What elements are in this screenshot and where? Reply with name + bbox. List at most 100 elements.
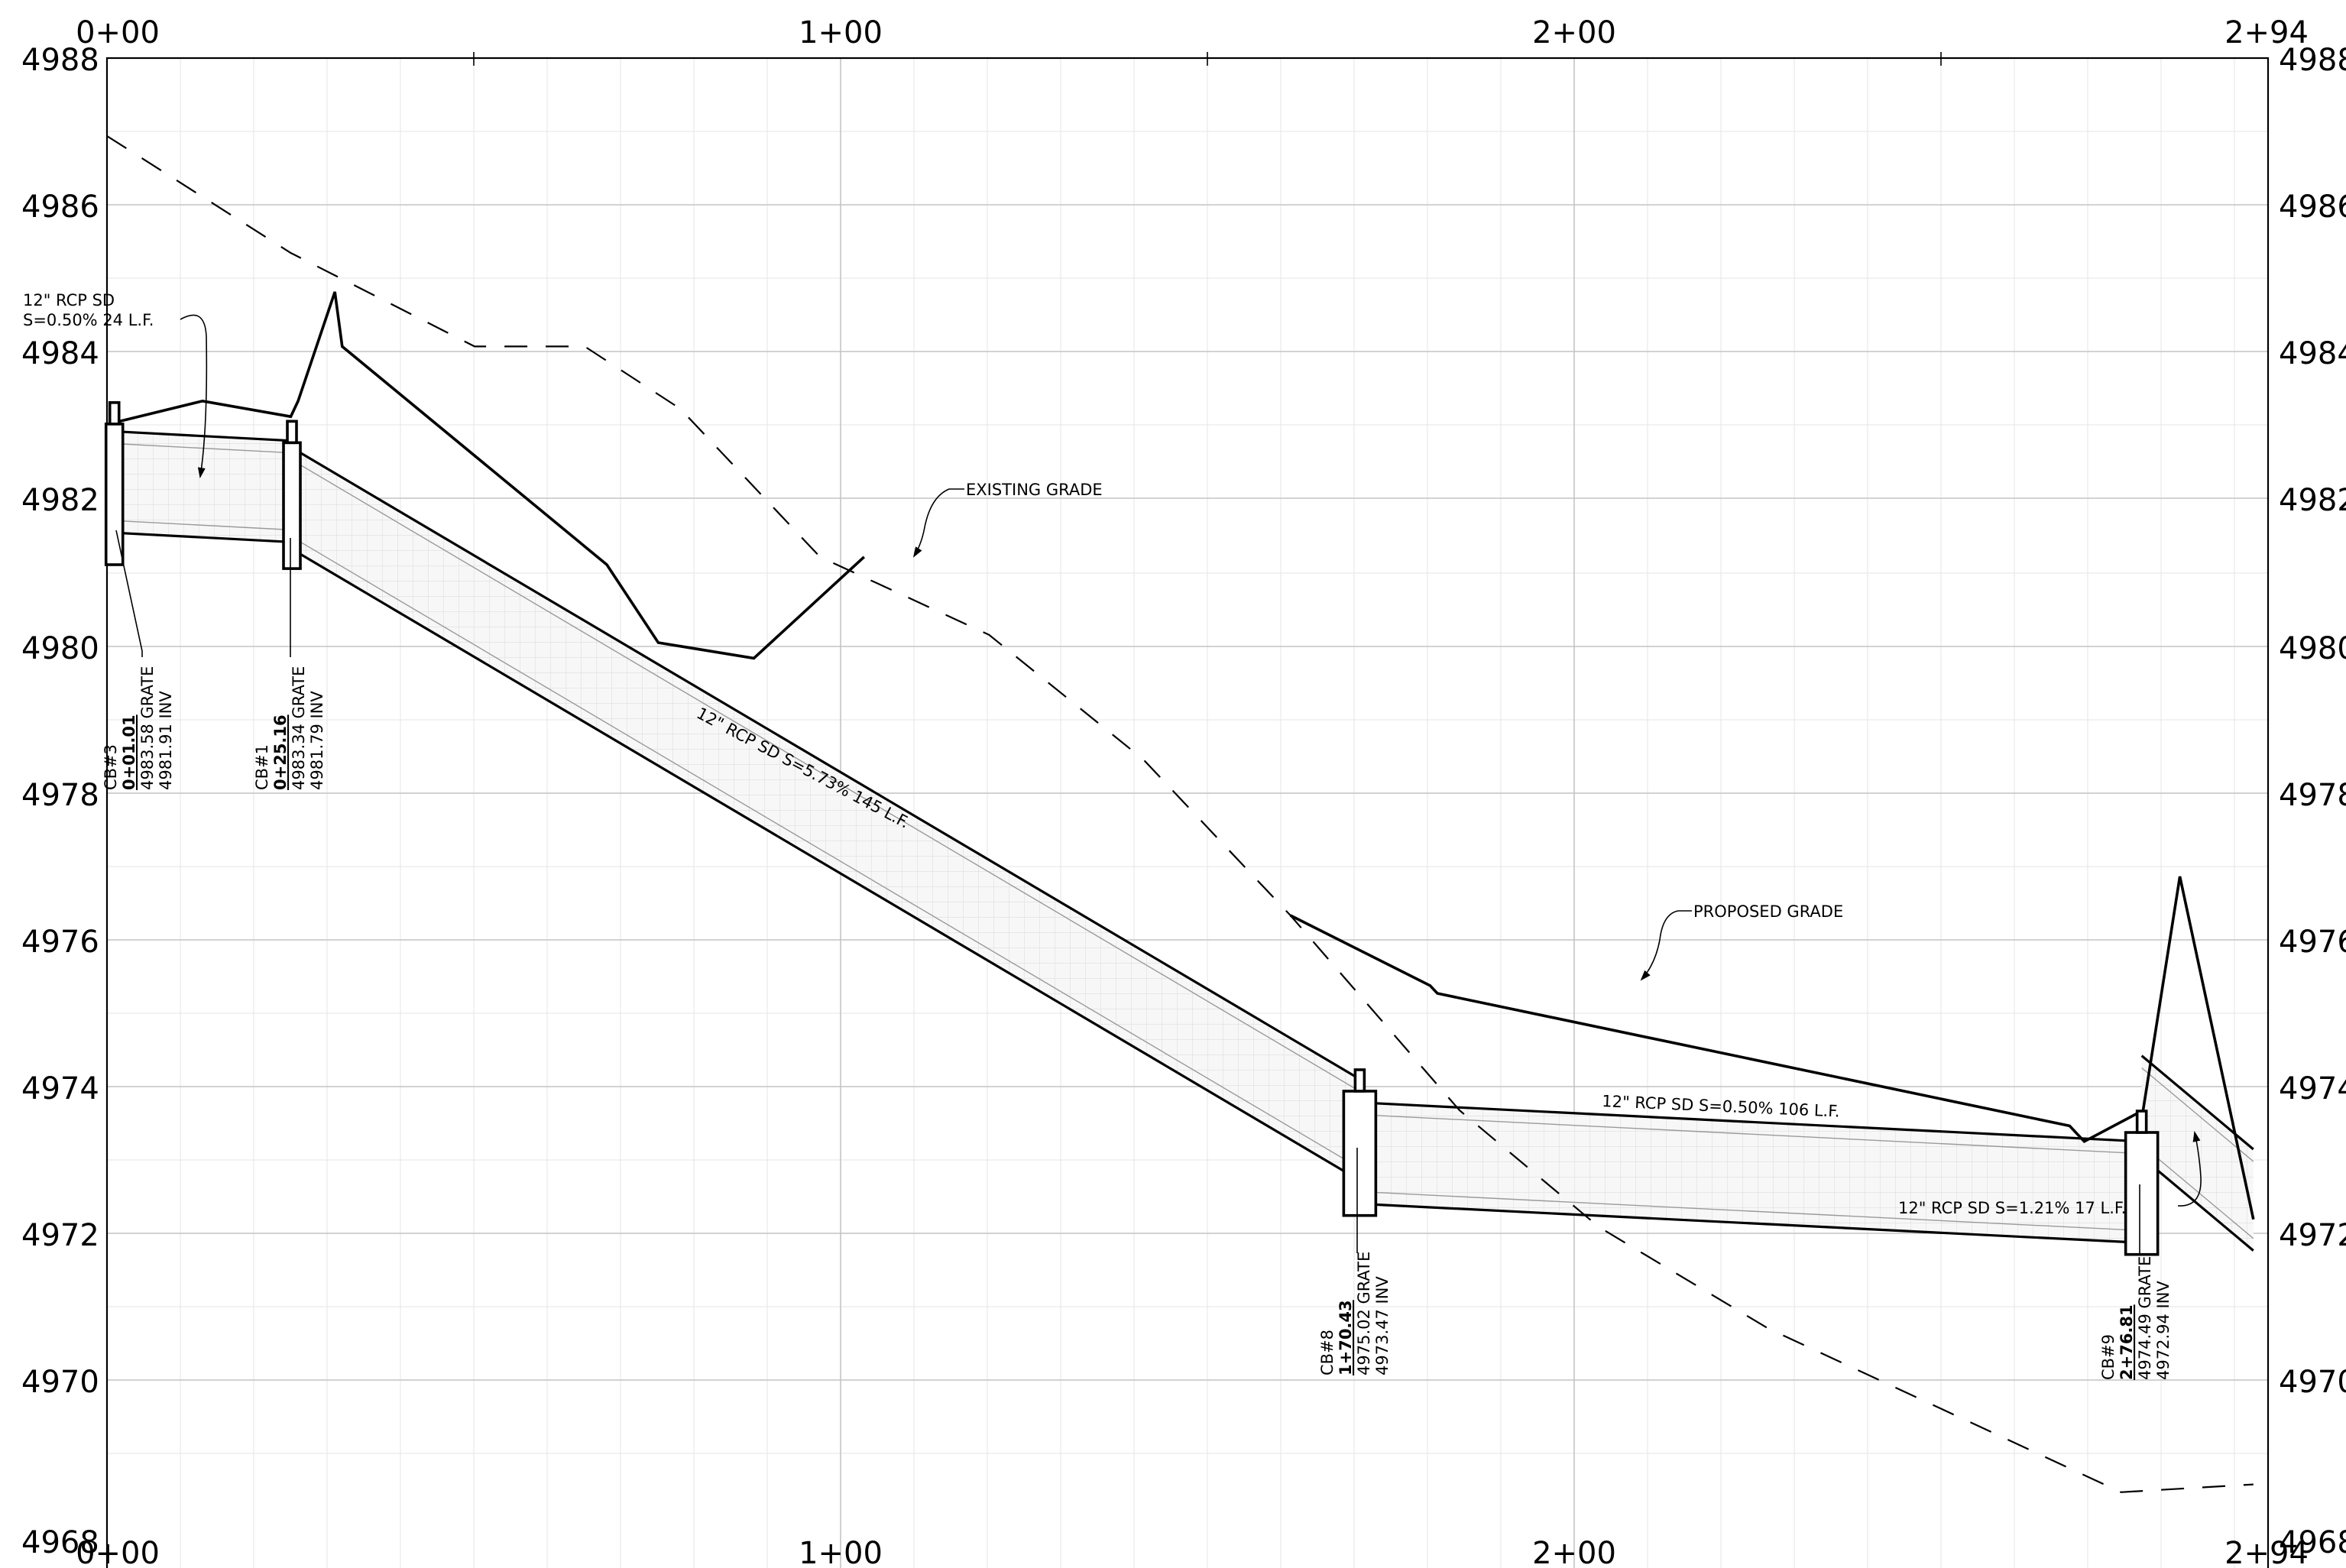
pipe-invert-line [291,548,1361,1182]
structure-label-cb8: CB#8 1+70.43 4975.02 GRATE 4973.47 INV [1318,1252,1392,1375]
proposed-grade-leader [1640,910,1692,981]
catch-basin-grate [2135,1110,2148,1134]
pipe-body [114,431,293,543]
station-label: 1+00 [799,15,883,50]
pipe-inner-wall [2141,1067,2254,1162]
catch-basin-grate [1353,1068,1366,1093]
station-label: 0+00 [76,15,160,50]
elevation-label: 4974 [21,1071,99,1106]
structure-name: CB#1 [253,744,271,790]
structure-station: 0+01.01 [120,714,138,790]
catch-basin-structure [2124,1131,2160,1256]
structure-grate: 4983.58 GRATE [138,666,157,790]
elevation-label: 4968 [21,1525,99,1560]
proposed-grade-label: PROPOSED GRADE [1693,902,1843,921]
pipe-invert-line [114,531,293,544]
structure-invert: 4981.79 INV [308,691,326,790]
proposed-grade-callout: PROPOSED GRADE [1640,902,1843,981]
elevation-label: 4988 [21,43,99,78]
elevation-label: 4980 [21,631,99,666]
pipe-label-line: S=0.50% 24 L.F. [23,311,154,329]
station-label: 2+94 [2224,15,2309,50]
pipe-inner-wall [114,520,293,531]
pipe-inner-wall [291,459,1360,1092]
pipe-label-1: 12" RCP SD S=0.50% 24 L.F. [23,291,208,478]
elevation-label: 4982 [21,483,99,518]
elevation-label: 4972 [2279,1218,2346,1253]
structure-label-cb9: CB#9 2+76.81 4974.49 GRATE 4972.94 INV [2099,1256,2173,1380]
frame-ticks [473,52,1942,66]
catch-basin-structure [282,441,302,570]
pipe-segment [2140,1055,2254,1252]
catch-basin-grate [286,420,298,445]
elevation-label: 4972 [21,1218,99,1253]
pipe-label-line: 12" RCP SD [23,291,115,309]
elevation-label: 4978 [21,778,99,813]
pipe-inner-wall [1359,1114,2142,1155]
profile-frame [105,57,2270,1568]
existing-grade-callout: EXISTING GRADE [912,481,1103,558]
elevation-label: 4974 [2279,1071,2346,1106]
structure-name: CB#3 [102,744,120,790]
station-label: 1+00 [799,1536,883,1568]
elevation-label: 4988 [2279,43,2346,78]
pipe-label-1-leader [180,314,208,478]
elevation-label: 4970 [21,1365,99,1400]
elevation-label: 4970 [2279,1365,2346,1400]
pipe-crown-line [1359,1101,2142,1143]
structure-label-cb1: CB#1 0+25.16 4983.34 GRATE 4981.79 INV [253,666,326,790]
station-label: 0+00 [76,1536,160,1568]
structure-invert: 4972.94 INV [2154,1281,2173,1380]
pipe-segment [291,446,1361,1182]
structure-invert: 4981.91 INV [157,691,175,790]
structure-station: 2+76.81 [2118,1304,2136,1380]
elevation-label: 4976 [2279,925,2346,960]
elevation-label: 4978 [2279,778,2346,813]
elevation-label: 4986 [21,190,99,225]
proposed-grade-line [106,291,866,660]
structure-grate: 4975.02 GRATE [1355,1252,1373,1375]
elevation-label: 4986 [2279,190,2346,225]
pipe-body [292,448,1360,1181]
pipe-label-4: 12" RCP SD S=1.21% 17 L.F. [1898,1131,2202,1217]
pipe-body [2141,1055,2254,1251]
catch-basin-structure [104,423,125,566]
right-elevation-axis: 4988 4986 4984 4982 4980 4978 4976 4974 … [2279,43,2346,1560]
major-grid [107,58,2268,1568]
pipe-inner-wall [1359,1191,2142,1232]
pipe-segment [114,429,293,544]
structure-station: 1+70.43 [1337,1300,1355,1375]
structure-grate: 4974.49 GRATE [2136,1256,2154,1380]
top-station-axis: 0+00 1+00 2+00 2+94 [76,15,2309,50]
proposed-grade-line [1289,876,2255,1220]
catch-basin-grate [108,401,121,426]
storm-drain-pipes [114,429,2254,1252]
pipe-inner-wall [2141,1144,2254,1239]
elevation-label: 4982 [2279,483,2346,518]
structure-name: CB#9 [2099,1334,2118,1380]
existing-grade-leader [912,488,964,558]
pipe-label-4-leader [2177,1131,2202,1207]
minor-grid [107,58,2268,1568]
elevation-label: 4968 [2279,1525,2346,1560]
station-label: 2+00 [1532,1536,1616,1568]
existing-grade-line [106,135,2254,1493]
elevation-label: 4980 [2279,631,2346,666]
catch-basin-structure [1342,1090,1378,1217]
structure-grate: 4983.34 GRATE [290,666,308,790]
station-label: 2+00 [1532,15,1616,50]
structure-leaders [115,530,2140,1253]
elevation-label: 4984 [2279,336,2346,371]
structure-station: 0+25.16 [271,714,290,790]
bottom-station-axis: 0+00 1+00 2+00 2+94 [76,1536,2309,1568]
left-elevation-axis: 4988 4986 4984 4982 4980 4978 4976 4974 … [21,43,99,1560]
existing-grade-label: EXISTING GRADE [966,481,1103,499]
elevation-label: 4976 [21,925,99,960]
pipe-crown-line [114,429,293,442]
pipe-inner-wall [291,536,1360,1169]
pipe-label-line: 12" RCP SD S=1.21% 17 L.F. [1898,1199,2126,1217]
pipe-crown-line [291,446,1361,1080]
elevation-label: 4984 [21,336,99,371]
structure-invert: 4973.47 INV [1373,1276,1392,1375]
